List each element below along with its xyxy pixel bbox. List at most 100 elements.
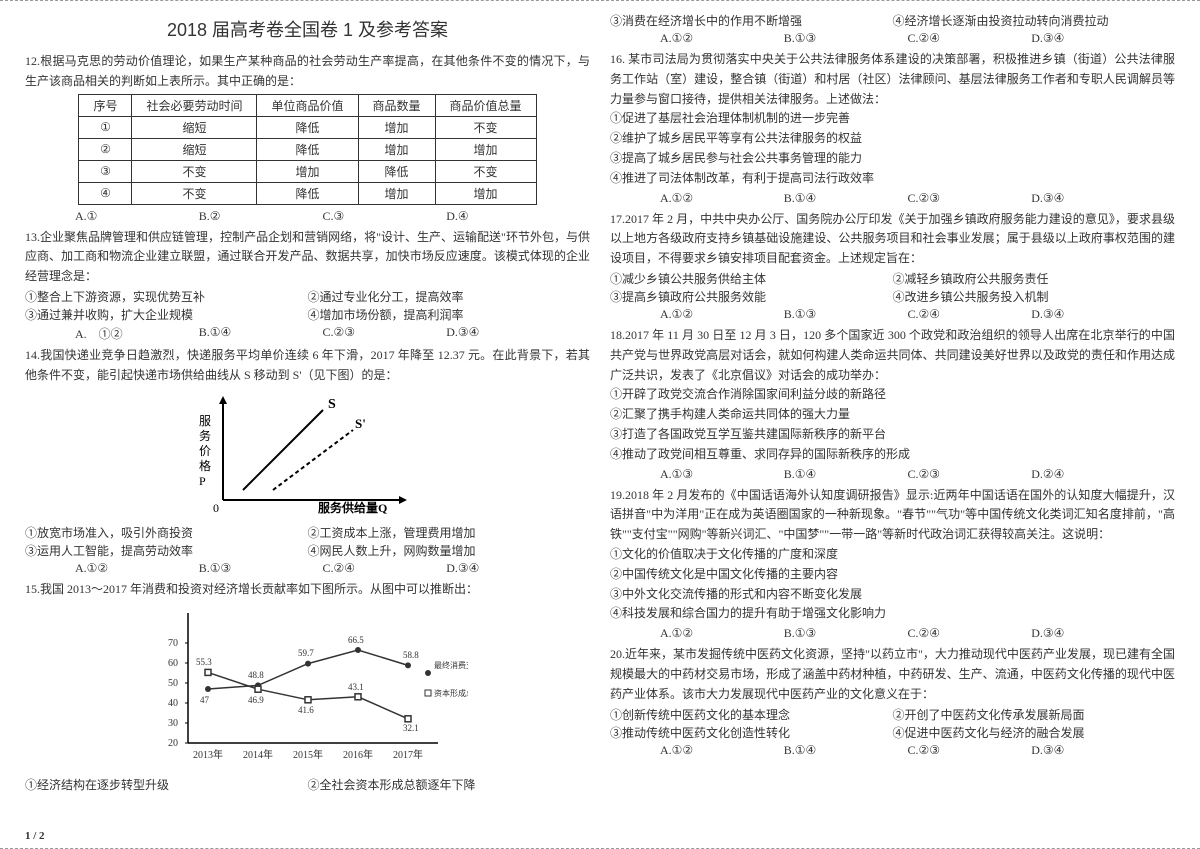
option: ①创新传统中医药文化的基本理念	[610, 706, 893, 723]
option: A.①	[75, 209, 199, 224]
q16-o3: ③提高了城乡居民参与社会公共事务管理的能力	[610, 149, 1175, 169]
option: B.①③	[199, 561, 323, 576]
option: ④增加市场份额，提高利润率	[308, 306, 591, 323]
q12-table: 序号 社会必要劳动时间 单位商品价值 商品数量 商品价值总量 ①缩短降低增加不变…	[78, 94, 536, 205]
q19-stem: 19.2018 年 2 月发布的《中国话语海外认知度调研报告》显示:近两年中国话…	[610, 486, 1175, 545]
q17-row2: ③提高乡镇政府公共服务效能④改进乡镇公共服务投入机制	[610, 288, 1175, 305]
svg-text:最终消费支出贡献率: 最终消费支出贡献率	[434, 660, 468, 670]
option: D.③④	[1031, 307, 1155, 322]
q20-row1: ①创新传统中医药文化的基本理念②开创了中医药文化传承发展新局面	[610, 706, 1175, 723]
option: ①经济结构在逐步转型升级	[25, 776, 308, 793]
y-label2: 务	[199, 428, 211, 443]
origin: 0	[213, 501, 219, 515]
svg-text:20: 20	[168, 738, 178, 749]
svg-text:32.1: 32.1	[403, 723, 419, 733]
q13-row1: ①整合上下游资源，实现优势互补②通过专业化分工，提高效率	[25, 288, 590, 305]
option: C.③	[323, 209, 447, 224]
option: D.③④	[446, 561, 570, 576]
option: D.③④	[1031, 191, 1155, 206]
q20-row2: ③推动传统中医药文化创造性转化④促进中医药文化与经济的融合发展	[610, 724, 1175, 741]
q12-th2: 单位商品价值	[257, 94, 358, 116]
q12-th0: 序号	[79, 94, 132, 116]
q13-choices: A. ①② B.①④ C.②③ D.③④	[75, 325, 570, 342]
q14-row1: ①放宽市场准入，吸引外商投资②工资成本上涨，管理费用增加	[25, 524, 590, 541]
table-cell: 不变	[132, 182, 257, 204]
option: A.①②	[660, 31, 784, 46]
option: B.①③	[784, 31, 908, 46]
option: B.①④	[784, 467, 908, 482]
option: B.①④	[199, 325, 323, 342]
q20-choices: A.①② B.①④ C.②③ D.③④	[660, 743, 1155, 758]
svg-text:30: 30	[168, 718, 178, 729]
table-cell: 不变	[435, 116, 536, 138]
option: A.①③	[660, 467, 784, 482]
svg-text:60: 60	[168, 658, 178, 669]
option: D.④	[446, 209, 570, 224]
option: A.①②	[660, 307, 784, 322]
svg-text:59.7: 59.7	[298, 648, 314, 658]
svg-text:43.1: 43.1	[348, 682, 364, 692]
q18-o1: ①开辟了政党交流合作消除国家间利益分歧的新路径	[610, 385, 1175, 405]
option: ③运用人工智能，提高劳动效率	[25, 542, 308, 559]
q15-choices: A.①② B.①③ C.②④ D.③④	[660, 31, 1155, 46]
option: C.②③	[908, 191, 1032, 206]
q14-choices: A.①② B.①③ C.②④ D.③④	[75, 561, 570, 576]
option: ③提高乡镇政府公共服务效能	[610, 288, 893, 305]
option: ②通过专业化分工，提高效率	[308, 288, 591, 305]
option: C.②③	[908, 467, 1032, 482]
table-cell: 增加	[257, 160, 358, 182]
page: 2018 届高考卷全国卷 1 及参考答案 12.根据马克思的劳动价值理论，如果生…	[0, 1, 1200, 799]
option: D.③④	[1031, 626, 1155, 641]
q16-o2: ②维护了城乡居民平等享有公共法律服务的权益	[610, 129, 1175, 149]
q19-o2: ②中国传统文化是中国文化传播的主要内容	[610, 565, 1175, 585]
q13-row2: ③通过兼并收购，扩大企业规模④增加市场份额，提高利润率	[25, 306, 590, 323]
s-label: S	[328, 397, 336, 412]
svg-text:资本形成总额贡献率: 资本形成总额贡献率	[434, 688, 468, 698]
q18-o2: ②汇聚了携手构建人类命运共同体的强大力量	[610, 405, 1175, 425]
option: B.①④	[784, 191, 908, 206]
table-cell: 降低	[257, 182, 358, 204]
q19-o4: ④科技发展和综合国力的提升有助于增强文化影响力	[610, 604, 1175, 624]
option: ④促进中医药文化与经济的融合发展	[893, 724, 1176, 741]
table-cell: ①	[79, 116, 132, 138]
svg-text:48.8: 48.8	[248, 670, 264, 680]
table-cell: ②	[79, 138, 132, 160]
table-cell: ④	[79, 182, 132, 204]
left-column: 2018 届高考卷全国卷 1 及参考答案 12.根据马克思的劳动价值理论，如果生…	[25, 11, 590, 794]
option: ②全社会资本形成总额逐年下降	[308, 776, 591, 793]
q17-stem: 17.2017 年 2 月，中共中央办公厅、国务院办公厅印发《关于加强乡镇政府服…	[610, 210, 1175, 269]
q19-choices: A.①② B.①③ C.②④ D.③④	[660, 626, 1155, 641]
option: B.①④	[784, 743, 908, 758]
option: C.②④	[908, 307, 1032, 322]
svg-text:55.3: 55.3	[196, 657, 212, 667]
q14-row2: ③运用人工智能，提高劳动效率④网民人数上升，网购数量增加	[25, 542, 590, 559]
page-number: 1 / 2	[25, 830, 45, 842]
q18-stem: 18.2017 年 11 月 30 日至 12 月 3 日，120 多个国家近 …	[610, 326, 1175, 385]
table-cell: 降低	[257, 138, 358, 160]
option: ①放宽市场准入，吸引外商投资	[25, 524, 308, 541]
option: ④改进乡镇公共服务投入机制	[893, 288, 1176, 305]
option: C.②④	[908, 31, 1032, 46]
q20-stem: 20.近年来，某市发掘传统中医药文化资源，坚持"以药立市"，大力推动现代中医药产…	[610, 645, 1175, 704]
table-cell: 增加	[435, 138, 536, 160]
q19-o1: ①文化的价值取决于文化传播的广度和深度	[610, 545, 1175, 565]
q16-choices: A.①② B.①④ C.②③ D.③④	[660, 191, 1155, 206]
document-title: 2018 届高考卷全国卷 1 及参考答案	[25, 16, 590, 42]
q15-line-chart: 203040 506070 55.348.859.7	[148, 603, 468, 768]
svg-text:2015年: 2015年	[293, 748, 323, 761]
option: ①减少乡镇公共服务供给主体	[610, 270, 893, 287]
option: ④网民人数上升，网购数量增加	[308, 542, 591, 559]
option: C.②③	[908, 743, 1032, 758]
svg-text:2013年: 2013年	[193, 748, 223, 761]
q13-stem: 13.企业聚焦品牌管理和供应链管理，控制产品企划和营销网络，将"设计、生产、运输…	[25, 228, 590, 287]
q15-row1: ①经济结构在逐步转型升级②全社会资本形成总额逐年下降	[25, 776, 590, 793]
right-column: ③消费在经济增长中的作用不断增强④经济增长逐渐由投资拉动转向消费拉动 A.①② …	[610, 11, 1175, 794]
table-cell: ③	[79, 160, 132, 182]
q12-stem: 12.根据马克思的劳动价值理论，如果生产某种商品的社会劳动生产率提高，在其他条件…	[25, 52, 590, 92]
table-cell: 缩短	[132, 138, 257, 160]
q19-o3: ③中外文化交流传播的形式和内容不断变化发展	[610, 585, 1175, 605]
y-label: 服	[199, 414, 211, 428]
table-cell: 缩短	[132, 116, 257, 138]
svg-text:70: 70	[168, 638, 178, 649]
svg-text:66.5: 66.5	[348, 635, 364, 645]
